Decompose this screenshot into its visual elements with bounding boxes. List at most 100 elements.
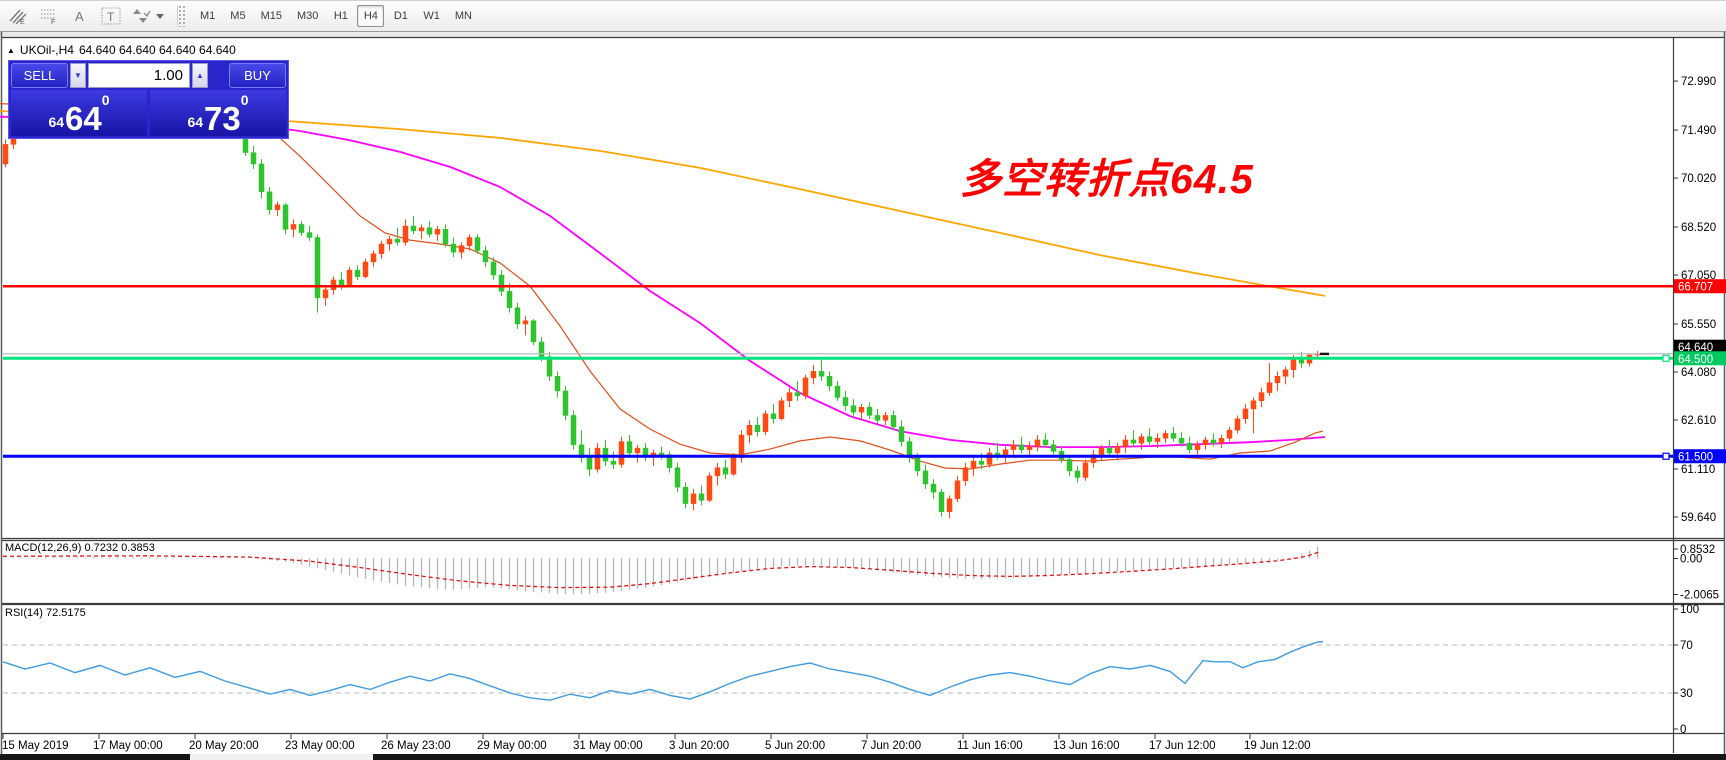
price-badge-label: 64.500	[1678, 354, 1713, 366]
bid-big-digits: 64	[65, 99, 102, 137]
candle-body	[658, 452, 665, 455]
candle-body	[898, 426, 905, 442]
timeframe-m15[interactable]: M15	[260, 10, 282, 22]
chart-annotation-text[interactable]: 多空转折点64.5	[960, 156, 1254, 202]
buy-button[interactable]: BUY	[229, 63, 286, 88]
timeframe-buttons: M1 M5 M15 M30 H1 H4 D1 W1 MN	[191, 5, 478, 27]
time-tick-label[interactable]: 17 May 00:00	[93, 740, 163, 752]
candle-body	[258, 163, 265, 193]
price-tick-label: 65.550	[1681, 319, 1716, 331]
text-tool-icon[interactable]: T	[98, 4, 124, 28]
candle-body	[466, 237, 473, 246]
candle-body	[930, 483, 937, 493]
time-tick-label[interactable]: 29 May 00:00	[477, 740, 547, 752]
candle-body	[1218, 438, 1225, 444]
candle-body	[474, 237, 481, 251]
candle-body	[282, 204, 289, 230]
timeframe-w1[interactable]: W1	[423, 10, 440, 22]
candle-body	[362, 261, 369, 277]
price-tick-label: 62.610	[1681, 415, 1716, 427]
ask-price-box[interactable]: 64 73 0	[150, 90, 286, 136]
one-click-trading-panel: SELL ▼ ▲ BUY 64 64 0 64 73 0	[8, 60, 289, 139]
timeframe-d1[interactable]: D1	[393, 10, 408, 22]
price-badge-label: 61.500	[1678, 452, 1713, 464]
candle-body	[802, 377, 809, 397]
sell-button[interactable]: SELL	[11, 63, 68, 88]
candle-body	[938, 491, 945, 513]
price-badge-label: 66.707	[1678, 282, 1713, 294]
macd-tick-label: 0.00	[1680, 554, 1702, 566]
candle-body	[754, 424, 761, 433]
candle-body	[490, 261, 497, 276]
bottom-strip-gap	[190, 754, 373, 760]
bid-pip-digit: 0	[101, 92, 110, 108]
time-tick-label[interactable]: 3 Jun 20:00	[669, 740, 729, 752]
support-line-64-5-handle[interactable]	[1662, 354, 1670, 362]
volume-input[interactable]	[88, 63, 190, 88]
timeframe-h1[interactable]: H1	[333, 10, 348, 22]
candle-body	[762, 413, 769, 433]
candle-body	[1186, 442, 1193, 450]
toolbar: E F A T M1 M5 M15 M30 H1 H	[0, 1, 1726, 32]
ma-mid-line	[0, 115, 1326, 448]
fibonacci-tool-icon[interactable]: F	[36, 4, 62, 28]
candle-body	[818, 371, 825, 377]
time-tick-label[interactable]: 19 Jun 12:00	[1244, 740, 1311, 752]
time-tick-label[interactable]: 20 May 20:00	[189, 740, 259, 752]
candle-body	[1194, 444, 1201, 450]
timeframe-m5[interactable]: M5	[230, 10, 246, 22]
candle-body	[842, 397, 849, 406]
candle-body	[946, 498, 953, 513]
ma-slow-line	[0, 110, 1326, 297]
time-tick-label[interactable]: 11 Jun 16:00	[957, 740, 1023, 752]
support-line-61-5-handle[interactable]	[1662, 452, 1670, 460]
candle-body	[730, 457, 737, 475]
candle-body	[290, 224, 297, 230]
time-tick-label[interactable]: 26 May 23:00	[381, 740, 451, 752]
time-tick-label[interactable]: 5 Jun 20:00	[765, 740, 825, 752]
candle-body	[1170, 433, 1177, 439]
candle-body	[674, 467, 681, 488]
candle-body	[1226, 429, 1233, 439]
volume-decrease-button[interactable]: ▼	[70, 63, 86, 88]
time-tick-label[interactable]: 23 May 00:00	[285, 740, 355, 752]
svg-text:T: T	[107, 10, 115, 24]
candle-body	[1010, 444, 1017, 450]
bid-price-box[interactable]: 64 64 0	[11, 90, 147, 136]
price-tick-label: 61.110	[1681, 464, 1715, 476]
volume-increase-button[interactable]: ▲	[192, 63, 208, 88]
time-tick-label[interactable]: 17 Jun 12:00	[1149, 740, 1216, 752]
candle-body	[2, 144, 9, 165]
time-tick-label[interactable]: 15 May 2019	[2, 740, 69, 752]
rsi-tick-label: 70	[1680, 640, 1693, 652]
candle-body	[1178, 438, 1185, 444]
collapse-triangle-icon[interactable]: ▲	[7, 45, 15, 55]
timeframe-mn[interactable]: MN	[454, 10, 472, 22]
timeframe-h4[interactable]: H4	[357, 5, 385, 27]
timeframe-m30[interactable]: M30	[296, 10, 319, 22]
toolbar-grip[interactable]	[177, 5, 185, 27]
candle-body	[378, 243, 385, 255]
rsi-tick-label: 0	[1680, 724, 1686, 736]
candle-body	[666, 454, 673, 468]
time-tick-label[interactable]: 31 May 00:00	[573, 740, 643, 752]
time-tick-label[interactable]: 13 Jun 16:00	[1053, 740, 1120, 752]
time-tick-label[interactable]: 7 Jun 20:00	[861, 740, 921, 752]
price-tick-label: 59.640	[1681, 512, 1716, 524]
symbol-name: UKOil-,H4	[19, 43, 74, 57]
candle-body	[770, 413, 777, 419]
channel-tool-icon[interactable]: E	[5, 4, 31, 28]
label-tool-icon[interactable]: A	[67, 4, 93, 28]
frame-gap	[0, 32, 1726, 37]
svg-text:A: A	[75, 9, 84, 24]
svg-text:E: E	[20, 19, 25, 25]
timeframe-m1[interactable]: M1	[200, 10, 216, 22]
arrows-tool-icon[interactable]	[129, 4, 167, 28]
candle-body	[410, 225, 417, 232]
price-badge-64.500	[1674, 351, 1726, 366]
candle-body	[866, 407, 873, 416]
ask-big-digits: 73	[204, 99, 241, 137]
candle-body	[922, 470, 929, 485]
candle-body	[322, 289, 329, 299]
